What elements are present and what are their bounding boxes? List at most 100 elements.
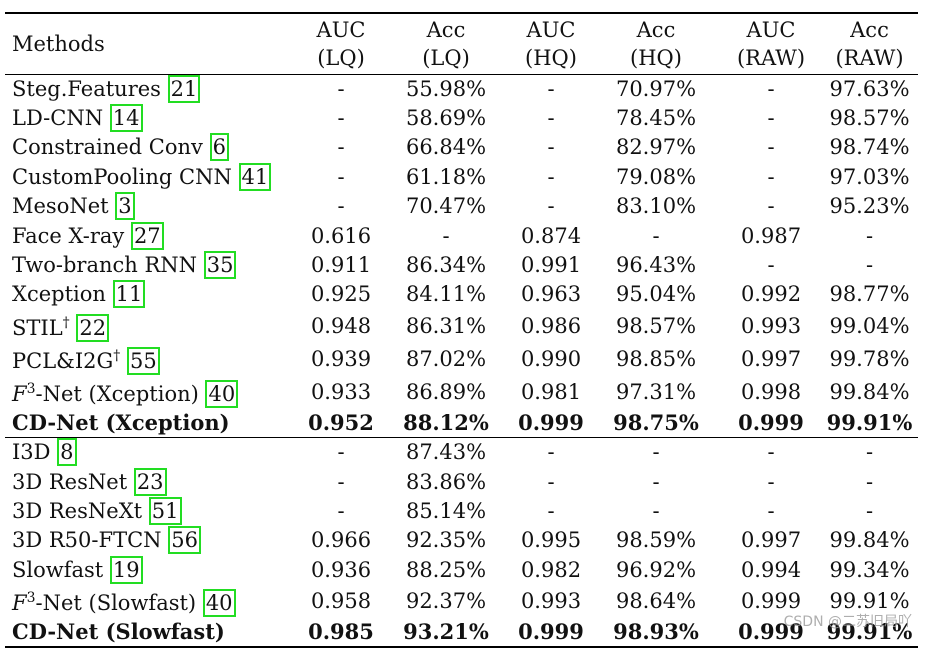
- metric-cell: 98.75%: [613, 409, 699, 435]
- method-label: 3D ResNet: [12, 469, 134, 494]
- metric-cell: 0.999: [518, 409, 584, 435]
- method-label: 3D ResNeXt: [12, 498, 149, 523]
- metric-cell: 87.02%: [405, 346, 487, 371]
- metric-cell: 78.45%: [615, 106, 697, 131]
- metric-cell: -: [767, 76, 775, 101]
- citation-link[interactable]: 56: [168, 526, 201, 555]
- citation-link[interactable]: 35: [203, 251, 237, 280]
- method-label: Two-branch RNN: [12, 253, 204, 278]
- metric-cell: -: [337, 498, 345, 523]
- method-label: I3D: [12, 440, 58, 465]
- metric-cell: -: [767, 135, 775, 160]
- header-acc-hq: Acc (HQ): [630, 17, 682, 70]
- metric-cell: 0.995: [520, 528, 582, 553]
- table-row: MesoNet 3 - 70.47% - 83.10% - 95.23%: [5, 192, 918, 221]
- metric-cell: 0.993: [520, 588, 582, 613]
- method-name: CD-Net (Xception): [5, 408, 301, 437]
- metric-cell: -: [547, 194, 555, 219]
- table-row: LD-CNN 14 - 58.69% - 78.45% - 98.57%: [5, 103, 918, 133]
- citation-link[interactable]: 19: [109, 555, 143, 584]
- citation-link[interactable]: 51: [148, 496, 182, 525]
- table-row: Two-branch RNN 35 0.911 86.34% 0.991 96.43% -…: [5, 250, 918, 280]
- metric-cell: -: [337, 76, 345, 101]
- table-row: CD-Net (Xception) 0.952 88.12% 0.999 98.75% 0…: [5, 408, 918, 437]
- metric-cell: 99.84%: [829, 379, 910, 404]
- metric-cell: 85.14%: [405, 498, 487, 523]
- method-name: Two-branch RNN 35: [5, 250, 301, 280]
- metric-cell: -: [652, 469, 660, 494]
- citation-link[interactable]: 3: [115, 192, 135, 221]
- metric-cell: 0.987: [740, 223, 802, 248]
- metric-cell: 84.11%: [405, 282, 487, 307]
- metric-cell: -: [337, 106, 345, 131]
- metric-cell: 95.23%: [829, 194, 910, 219]
- method-label-tail: [120, 349, 127, 373]
- method-name: MesoNet 3: [5, 192, 301, 221]
- metric-cell: -: [767, 498, 775, 523]
- metric-cell: 61.18%: [405, 164, 487, 189]
- metric-cell: 93.21%: [403, 618, 489, 644]
- method-label: STIL: [12, 316, 63, 341]
- header-acc-lq: Acc (LQ): [422, 17, 470, 70]
- metric-cell: 99.84%: [829, 528, 910, 553]
- method-label: Constrained Conv: [12, 135, 210, 160]
- citation-link[interactable]: 55: [126, 347, 160, 376]
- method-label: CD-Net (Slowfast): [12, 618, 225, 644]
- method-superscript: †: [113, 348, 121, 365]
- table-row: Constrained Conv 6 - 66.84% - 82.97% - 98.74%: [5, 133, 918, 162]
- metric-cell: 0.939: [310, 346, 372, 371]
- metric-cell: 96.43%: [615, 253, 697, 278]
- citation-link[interactable]: 41: [238, 162, 272, 191]
- citation-link[interactable]: 27: [130, 221, 164, 250]
- method-name: 3D ResNet 23: [5, 467, 301, 496]
- image-based-methods-group: Steg.Features 21-55.98% -70.97% -97.63% LD-…: [5, 74, 918, 438]
- method-label: Steg.Features: [12, 76, 168, 101]
- metric-cell: -: [547, 440, 555, 465]
- metric-cell: 98.57%: [829, 106, 910, 131]
- metric-cell: -: [337, 194, 345, 219]
- citation-link[interactable]: 8: [57, 438, 77, 467]
- metric-cell: -: [767, 106, 775, 131]
- metric-cell: 97.03%: [829, 164, 910, 189]
- metric-cell: 98.57%: [615, 313, 697, 338]
- metric-cell: 96.92%: [615, 557, 697, 582]
- table-row: I3D 8 - 87.43% - - - -: [5, 438, 918, 467]
- citation-link[interactable]: 11: [112, 280, 146, 309]
- metric-cell: 0.997: [740, 346, 802, 371]
- metric-cell: 0.874: [520, 223, 582, 248]
- citation-link[interactable]: 14: [109, 104, 143, 133]
- citation-link[interactable]: 6: [209, 133, 229, 162]
- method-label: MesoNet: [12, 194, 116, 219]
- citation-link[interactable]: 23: [133, 467, 167, 496]
- citation-link[interactable]: 40: [202, 589, 236, 618]
- header-auc-raw: AUC (RAW): [736, 17, 806, 70]
- table-row: 3D R50-FTCN 56 0.966 92.35% 0.995 98.59% 0.99…: [5, 526, 918, 555]
- metric-cell: 0.999: [740, 588, 802, 613]
- metric-cell: 97.63%: [829, 76, 910, 101]
- metric-cell: 86.34%: [405, 253, 487, 278]
- metric-cell: 58.69%: [405, 106, 487, 131]
- metric-cell: -: [767, 253, 775, 278]
- metric-cell: -: [767, 164, 775, 189]
- metric-cell: 0.994: [740, 557, 802, 582]
- metric-cell: -: [865, 440, 874, 465]
- metric-cell: 70.47%: [405, 194, 487, 219]
- results-table: Methods AUC (LQ) Acc (LQ) AUC (HQ) Acc (HQ) …: [5, 12, 918, 648]
- method-label-tail: -Net (Slowfast): [35, 591, 203, 616]
- method-name: CustomPooling CNN 41: [5, 162, 301, 191]
- metric-cell: 98.59%: [615, 528, 697, 553]
- metric-cell: 92.35%: [405, 528, 487, 553]
- header-auc-hq: AUC (HQ): [525, 17, 577, 70]
- metric-cell: 99.78%: [829, 346, 910, 371]
- citation-link[interactable]: 40: [205, 380, 239, 409]
- method-name: Steg.Features 21: [5, 74, 301, 103]
- citation-link[interactable]: 21: [167, 74, 201, 103]
- citation-link[interactable]: 22: [76, 314, 110, 343]
- metric-cell: 99.91%: [829, 588, 910, 613]
- metric-cell: -: [547, 164, 555, 189]
- metric-cell: 55.98%: [405, 76, 487, 101]
- table-row: Steg.Features 21 - 55.98% - 70.97% - 97.63%: [5, 74, 918, 103]
- metric-cell: 0.992: [740, 282, 802, 307]
- metric-cell: 0.985: [308, 618, 374, 644]
- metric-cell: -: [652, 498, 660, 523]
